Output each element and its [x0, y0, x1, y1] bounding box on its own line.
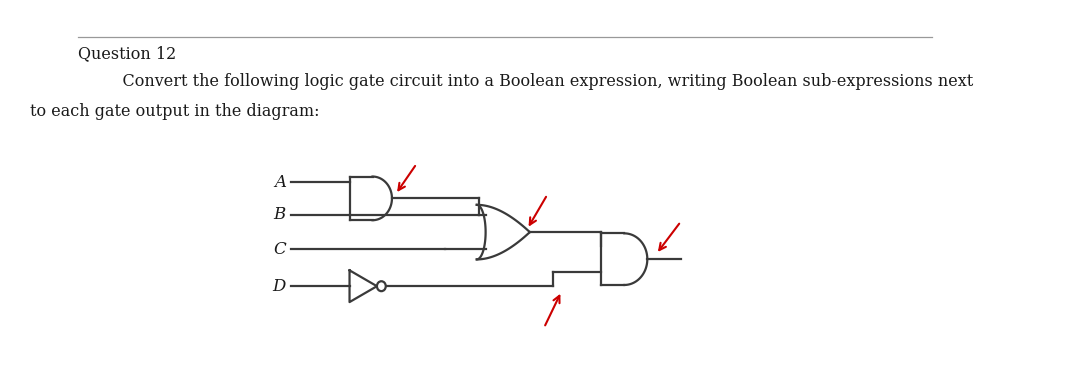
Text: Question 12: Question 12: [78, 45, 176, 62]
Text: C: C: [273, 241, 286, 258]
Text: Convert the following logic gate circuit into a Boolean expression, writing Bool: Convert the following logic gate circuit…: [103, 73, 974, 90]
Text: A: A: [274, 173, 286, 191]
Circle shape: [377, 281, 386, 291]
Text: D: D: [272, 278, 286, 295]
Text: to each gate output in the diagram:: to each gate output in the diagram:: [30, 103, 320, 120]
Text: B: B: [273, 206, 286, 223]
